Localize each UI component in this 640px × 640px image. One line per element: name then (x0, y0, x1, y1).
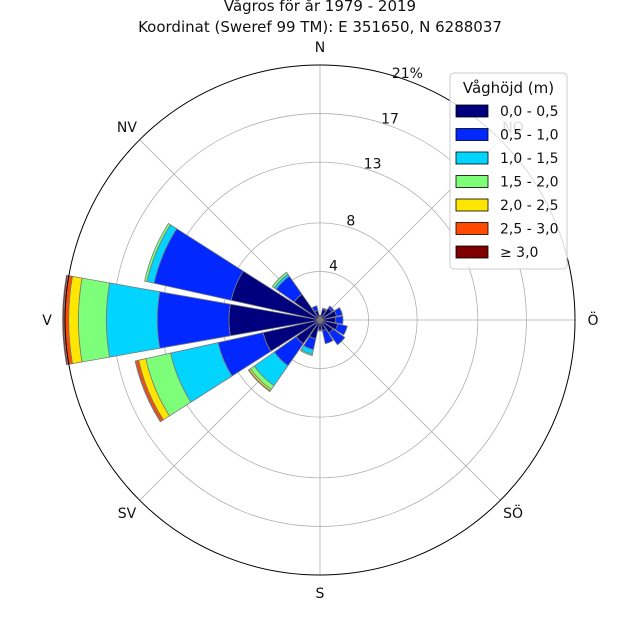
grid-spoke (319, 319, 501, 501)
legend-swatch (455, 104, 489, 118)
rose-bar-segment (321, 307, 328, 312)
rose-bar-segment (144, 222, 172, 283)
legend-entry-label: 1,0 - 1,5 (500, 151, 558, 167)
legend-swatch (455, 175, 489, 188)
direction-label: SV (118, 506, 137, 522)
rose-bar-segment (321, 328, 334, 345)
legend-swatch (455, 198, 489, 212)
direction-label: Ö (587, 311, 598, 329)
rose-bar-segment (105, 282, 161, 358)
rose-bar-segment (78, 277, 110, 363)
rose-bar-segment (328, 328, 346, 346)
chart-subtitle: Koordinat (Sweref 99 TM): E 351650, N 62… (138, 18, 502, 36)
legend: Våghöjd (m) 0,0 - 0,5 0,5 - 1,0 1,0 - 1,5 1,… (449, 72, 568, 270)
legend-title: Våghöjd (m) (463, 79, 554, 97)
legend-entry-label: 0,0 - 0,5 (500, 104, 558, 120)
legend-swatch (455, 151, 489, 165)
rose-bar-segment (333, 307, 344, 317)
direction-label: SÖ (503, 504, 523, 522)
outer-ring (64, 64, 576, 576)
legend-entry-label: 0,5 - 1,0 (500, 128, 558, 144)
legend-entry-label: 2,0 - 2,5 (500, 198, 558, 214)
legend-swatch (455, 245, 489, 259)
legend-entry-label: 1,5 - 2,0 (500, 175, 558, 191)
legend-box (449, 72, 568, 270)
legend-entry-label: 2,5 - 3,0 (500, 222, 558, 238)
radial-tick-label: 8 (346, 213, 355, 229)
rose-bar-segment (334, 323, 348, 336)
radial-tick-label: 17 (381, 111, 399, 127)
rose-bar-segment (62, 274, 69, 366)
radial-tick-label: 21% (392, 66, 423, 82)
rose-bar-segment (327, 305, 335, 313)
rose-bar-segment (134, 360, 162, 423)
direction-label: N (315, 40, 325, 56)
rose-bar-segment (299, 349, 313, 357)
direction-label: S (316, 586, 325, 602)
rose-bar-segment (317, 329, 323, 332)
rose-bar-segment (156, 291, 231, 349)
legend-entry-label: ≥ 3,0 (500, 245, 538, 261)
rose-bar-segment (271, 271, 289, 289)
radial-tick-label: 4 (329, 259, 338, 275)
legend-swatch (455, 128, 489, 141)
direction-label: NV (117, 120, 137, 136)
radial-tick-label: 13 (364, 157, 382, 173)
rose-bar-segment (335, 315, 344, 325)
direction-label: V (42, 313, 52, 329)
chart-title: Vågros för år 1979 - 2019 (223, 0, 417, 15)
rose-bar-segment (311, 305, 319, 313)
rose-bar-segment (247, 369, 271, 393)
legend-swatch (455, 222, 489, 235)
